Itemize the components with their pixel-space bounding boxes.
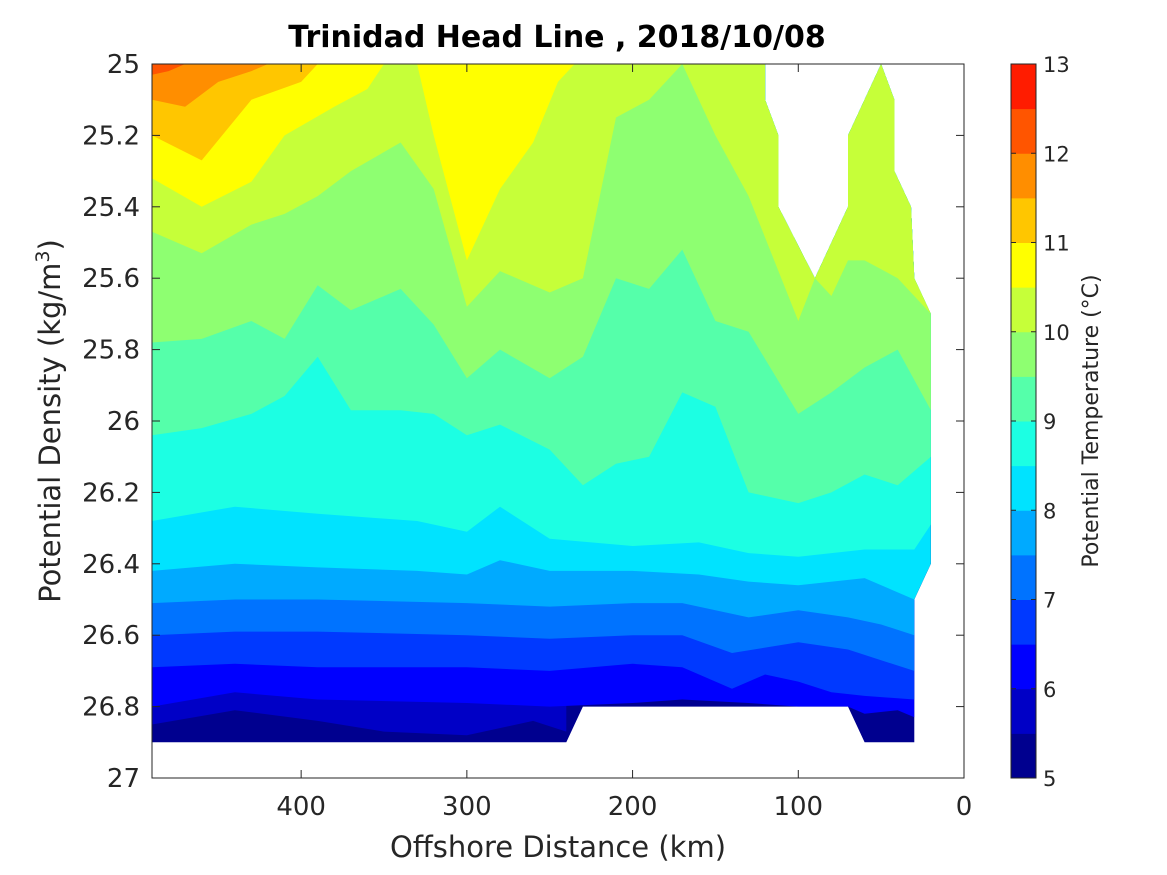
y-tick-label: 25.2 — [82, 121, 140, 151]
colorbar: 5 6 7 8 9 10 11 12 13 — [1010, 53, 1070, 791]
y-tick-label: 26.6 — [82, 621, 140, 651]
colorbar-swatch — [1011, 64, 1036, 110]
colorbar-swatch — [1011, 376, 1036, 422]
y-tick-label: 27 — [107, 764, 140, 794]
colorbar-tick-label: 10 — [1043, 321, 1070, 345]
colorbar-tick-label: 6 — [1043, 678, 1056, 702]
colorbar-swatch — [1011, 554, 1036, 600]
colorbar-swatch — [1011, 153, 1036, 199]
y-tick-label: 26.4 — [82, 550, 140, 580]
x-tick-label: 200 — [608, 792, 658, 822]
colorbar-swatch — [1011, 108, 1036, 154]
y-tick-label: 26.2 — [82, 478, 140, 508]
contour-band — [152, 64, 575, 261]
contour-band — [152, 64, 186, 75]
colorbar-swatch — [1011, 242, 1036, 288]
x-tick-label: 0 — [956, 792, 973, 822]
colorbar-tick-label: 12 — [1043, 142, 1070, 166]
x-tick-label: 300 — [442, 792, 492, 822]
colorbar-tick-label: 5 — [1043, 767, 1056, 791]
colorbar-tick-label: 9 — [1043, 410, 1056, 434]
plot-area — [151, 63, 965, 779]
y-tick-label: 25.4 — [82, 193, 140, 223]
colorbar-swatch — [1011, 733, 1036, 779]
colorbar-swatch — [1011, 197, 1036, 243]
y-tick-label: 25.8 — [82, 336, 140, 366]
colorbar-swatch — [1011, 510, 1036, 556]
colorbar-tick-label: 8 — [1043, 499, 1056, 523]
colorbar-swatch — [1011, 331, 1036, 377]
x-tick-label: 400 — [276, 792, 326, 822]
contour-band — [152, 64, 268, 107]
y-tick-label: 26 — [107, 407, 140, 437]
chart-title: Trinidad Head Line , 2018/10/08 — [288, 20, 825, 55]
colorbar-swatch — [1011, 287, 1036, 333]
colorbar-swatch — [1011, 599, 1036, 645]
colorbar-tick-label: 7 — [1043, 589, 1056, 613]
x-axis-label: Offshore Distance (km) — [390, 830, 726, 864]
colorbar-swatch — [1011, 421, 1036, 467]
y-axis: 25 25.2 25.4 25.6 25.8 26 26.2 26.4 26.6 26.8 27 — [82, 50, 964, 794]
x-axis: 400 300 200 100 0 — [276, 64, 972, 822]
y-axis-label: Potential Density (kg/m3) — [32, 239, 67, 603]
y-tick-label: 25 — [107, 50, 140, 80]
y-tick-label: 26.8 — [82, 693, 140, 723]
colorbar-tick-label: 11 — [1043, 232, 1070, 256]
colorbar-swatch — [1011, 688, 1036, 734]
colorbar-swatch — [1011, 465, 1036, 511]
contour-band — [152, 64, 931, 321]
y-tick-label: 25.6 — [82, 264, 140, 294]
colorbar-label: Potential Temperature (°C) — [1079, 274, 1104, 567]
colorbar-tick-label: 13 — [1043, 53, 1070, 77]
colorbar-swatch — [1011, 644, 1036, 690]
x-tick-label: 100 — [773, 792, 823, 822]
